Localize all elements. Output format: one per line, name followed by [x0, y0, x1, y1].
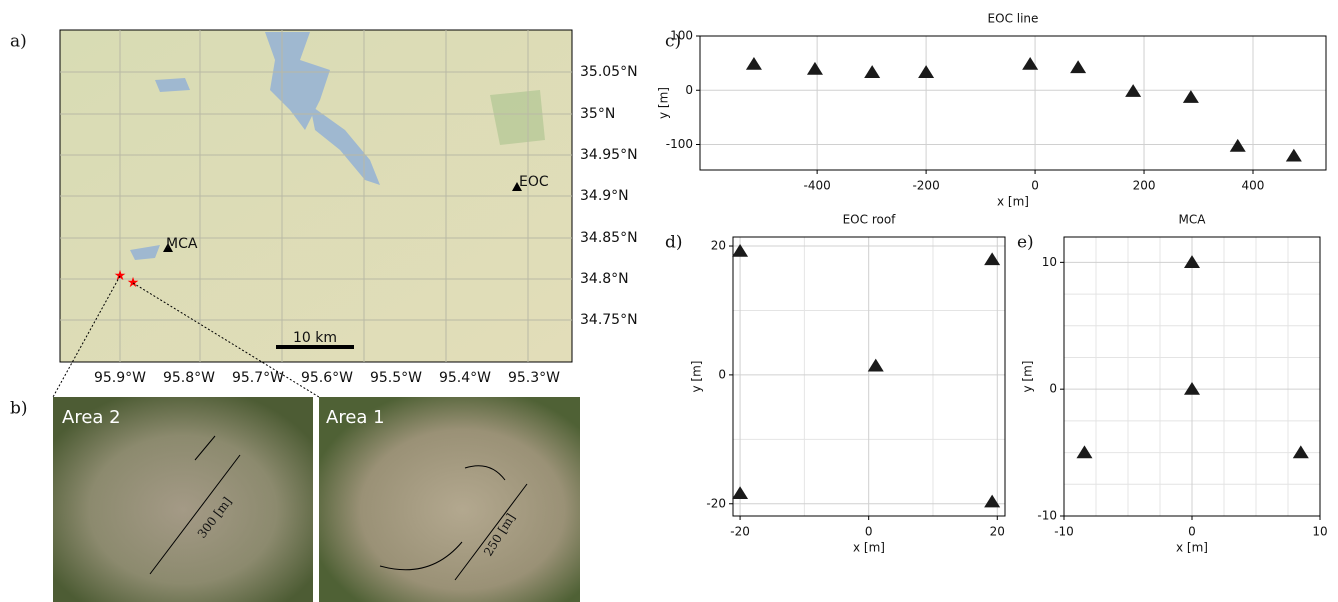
x-tick-label: -200 [912, 179, 939, 193]
map: MCA EOC ★ ★ 10 km 35.05°N35°N34.95°N34.9… [53, 30, 638, 397]
lon-label: 95.4°W [439, 370, 491, 386]
panel-label: a) [10, 32, 27, 52]
y-tick-label: 20 [711, 239, 726, 253]
x-tick-label: 20 [990, 525, 1005, 539]
y-tick-label: 10 [1042, 255, 1057, 269]
x-tick-label: 0 [1031, 179, 1039, 193]
lon-label: 95.9°W [94, 370, 146, 386]
x-axis-label: x [m] [1176, 541, 1208, 555]
lat-label: 35°N [580, 106, 615, 122]
chart-title: EOC roof [843, 213, 897, 227]
lat-label: 34.8°N [580, 271, 629, 287]
x-tick-label: 200 [1133, 179, 1156, 193]
y-tick-label: 0 [718, 367, 726, 381]
y-tick-label: -10 [1037, 509, 1057, 523]
station-label: EOC [519, 174, 549, 190]
marker [1184, 382, 1200, 395]
y-axis-label: y [m] [690, 361, 704, 393]
chart-title: MCA [1179, 213, 1207, 227]
x-tick-label: 0 [1188, 525, 1196, 539]
lat-label: 34.9°N [580, 188, 629, 204]
y-axis-label: y [m] [1021, 361, 1035, 393]
photo-title: Area 2 [62, 407, 121, 428]
marker [1022, 57, 1038, 70]
lat-label: 34.95°N [580, 147, 638, 163]
marker [1184, 255, 1200, 268]
scale-label: 10 km [293, 330, 337, 346]
y-tick-label: 100 [670, 29, 693, 43]
photo-title: Area 1 [326, 407, 385, 428]
lon-label: 95.6°W [301, 370, 353, 386]
y-axis-label: y [m] [657, 87, 671, 119]
marker [868, 359, 884, 372]
panel-label: e) [1017, 233, 1034, 253]
figure: MCA EOC ★ ★ 10 km 35.05°N35°N34.95°N34.9… [0, 0, 1338, 602]
x-tick-label: 0 [865, 525, 873, 539]
lat-label: 34.85°N [580, 230, 638, 246]
station-label: MCA [166, 236, 198, 252]
marker [918, 65, 934, 78]
marker [1286, 149, 1302, 162]
x-axis-label: x [m] [853, 541, 885, 555]
y-tick-label: 0 [685, 83, 693, 97]
marker [1076, 445, 1092, 458]
lat-label: 34.75°N [580, 312, 638, 328]
y-tick-label: 0 [1049, 382, 1057, 396]
marker [1070, 60, 1086, 73]
lon-label: 95.8°W [163, 370, 215, 386]
x-tick-label: -400 [804, 179, 831, 193]
photos: Area 2 Area 1 300 [m] 250 [m] [53, 397, 580, 602]
y-tick-label: -100 [666, 137, 693, 151]
marker [1183, 90, 1199, 103]
panel-label: b) [10, 399, 28, 419]
marker [807, 62, 823, 75]
marker [746, 57, 762, 70]
lon-label: 95.7°W [232, 370, 284, 386]
x-tick-label: 10 [1312, 525, 1327, 539]
x-tick-label: -10 [1054, 525, 1074, 539]
x-tick-label: -20 [730, 525, 750, 539]
x-tick-label: 400 [1242, 179, 1265, 193]
marker [732, 486, 748, 499]
chart-title: EOC line [988, 12, 1039, 26]
marker [1293, 445, 1309, 458]
x-axis-label: x [m] [997, 195, 1029, 209]
lon-label: 95.5°W [370, 370, 422, 386]
panel-label: d) [665, 233, 683, 253]
lon-label: 95.3°W [508, 370, 560, 386]
marker [864, 65, 880, 78]
y-tick-label: -20 [706, 496, 726, 510]
marker [1230, 139, 1246, 152]
lat-label: 35.05°N [580, 64, 638, 80]
